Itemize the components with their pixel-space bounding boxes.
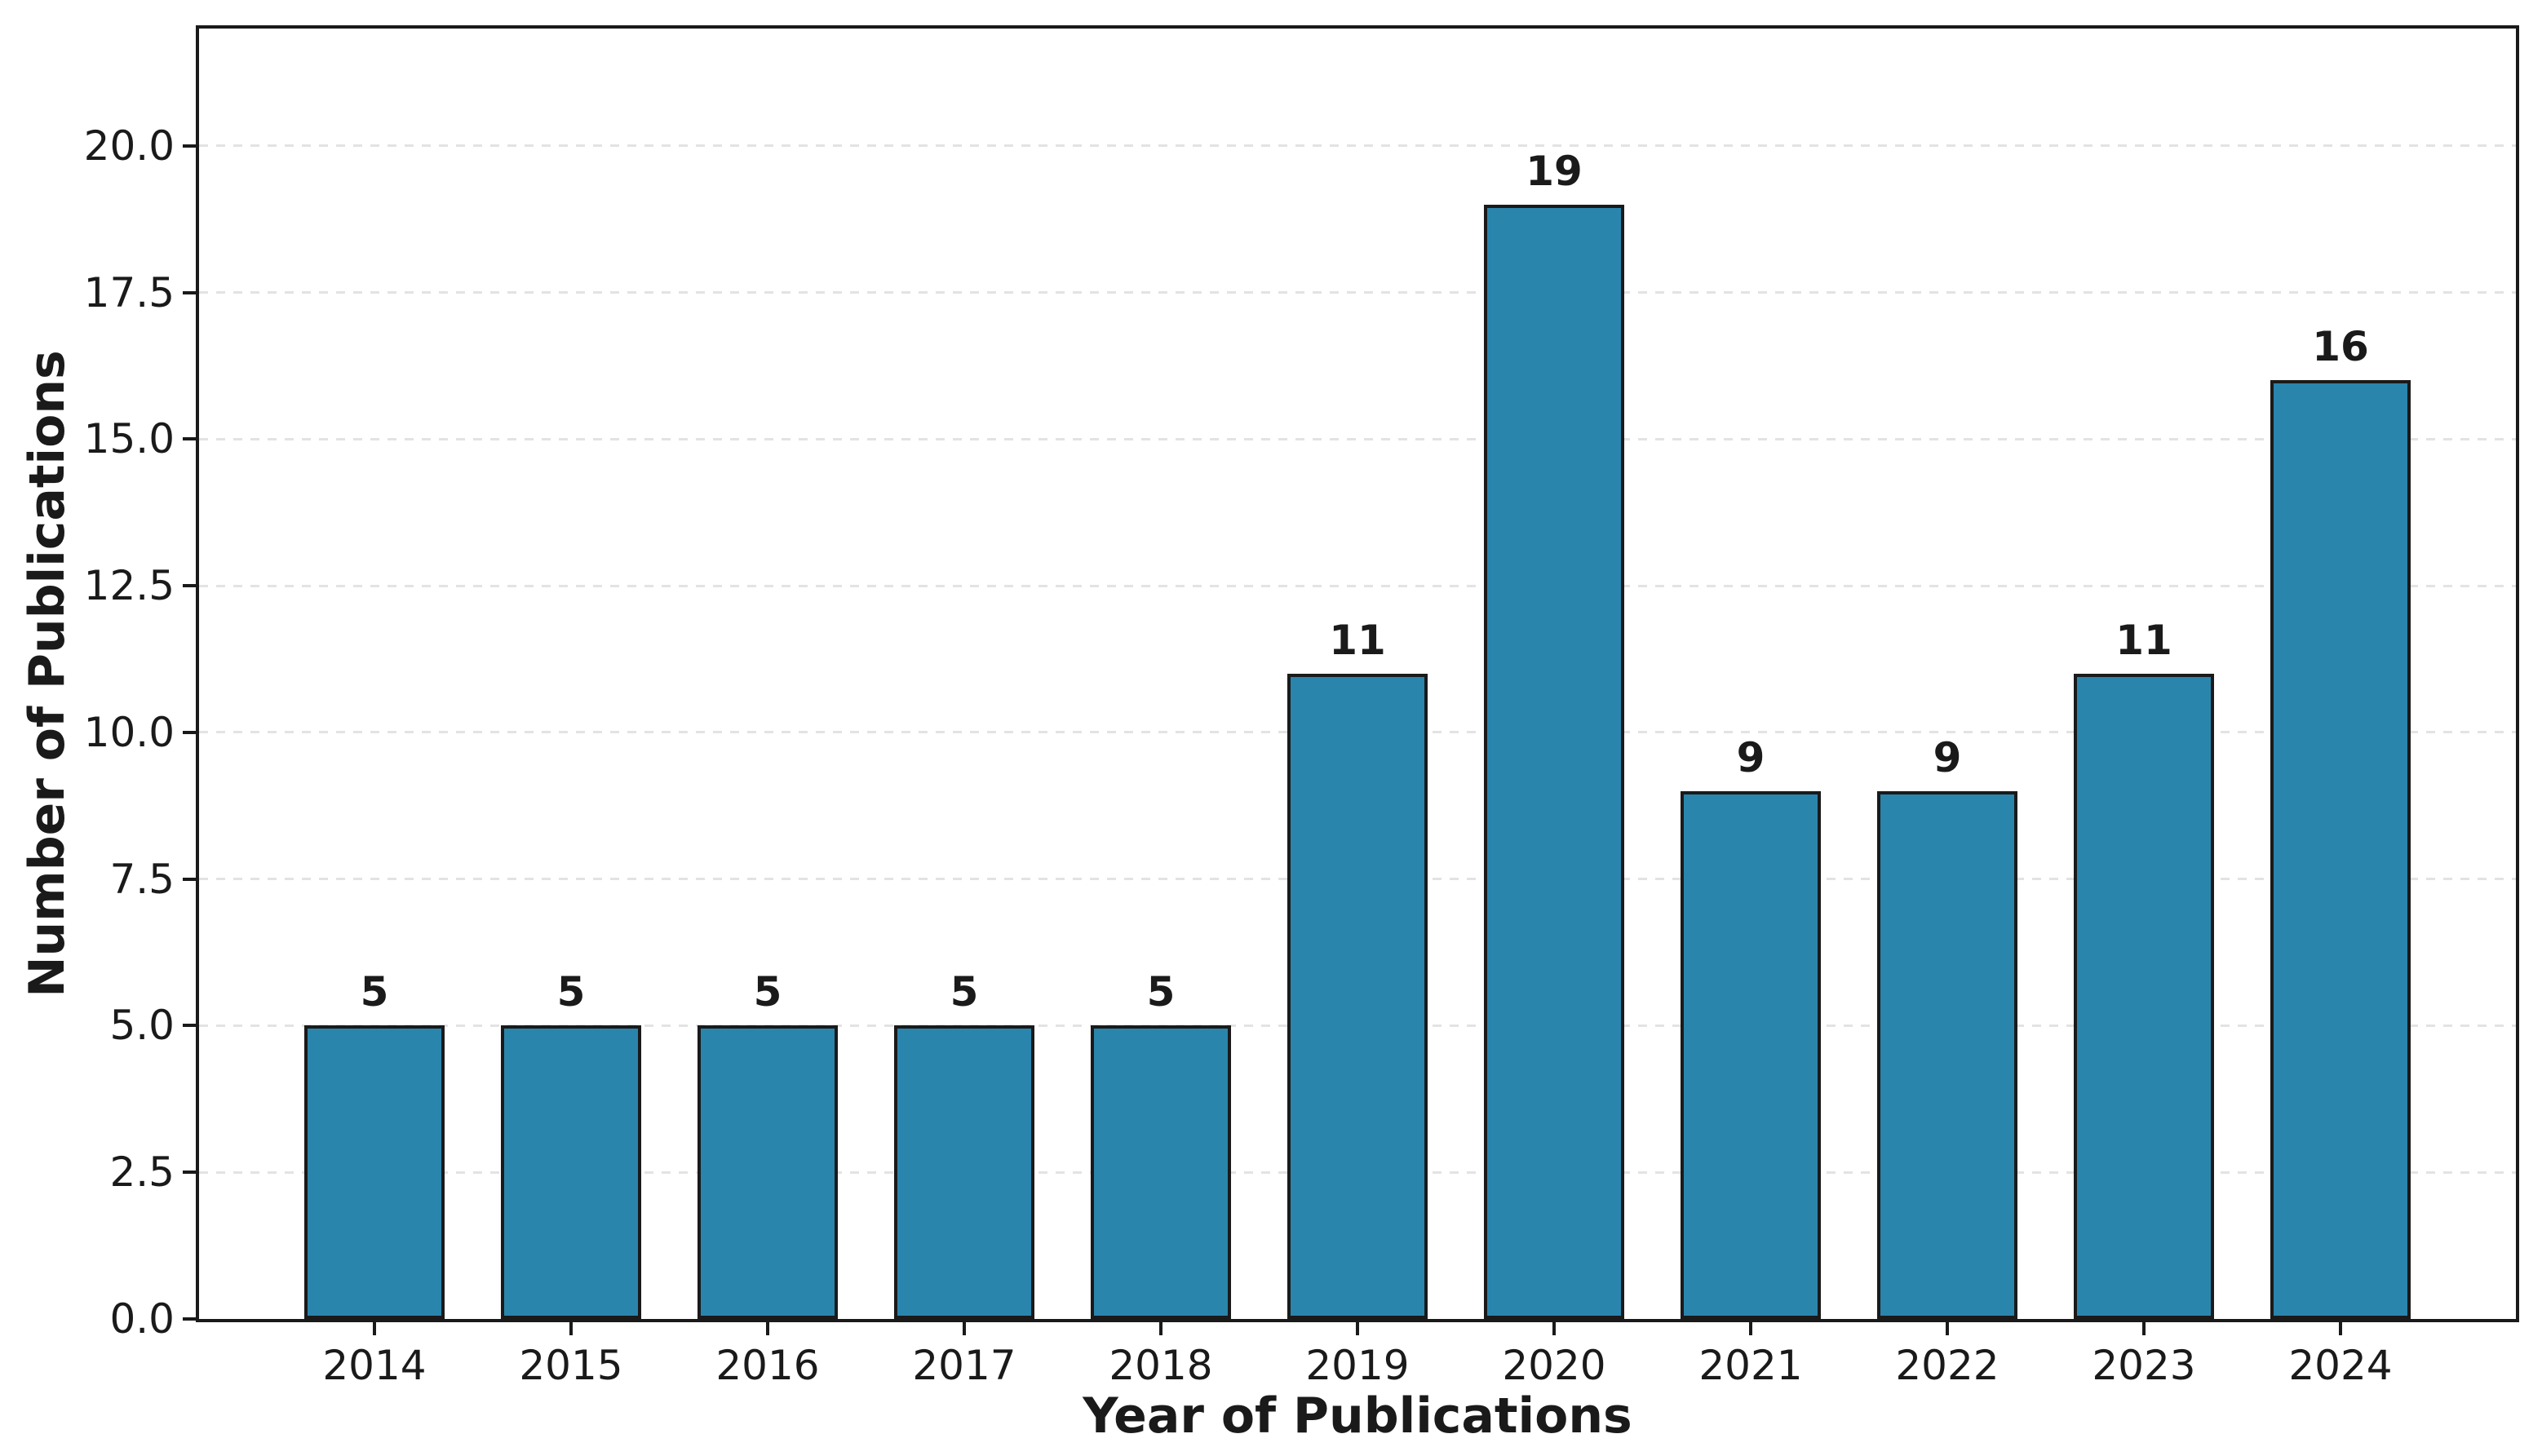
y-tick-mark [183,877,196,881]
bar-2024 [2270,380,2411,1319]
bar-value-label: 5 [360,968,389,1016]
y-tick-mark [183,584,196,588]
bar-value-label: 16 [2312,323,2369,371]
x-axis-label: Year of Publications [1083,1387,1632,1445]
bar-2022 [1877,790,2017,1319]
bar-value-label: 5 [950,968,979,1016]
y-tick-mark [183,730,196,734]
y-tick-mark [183,1024,196,1028]
x-tick-mark [2142,1322,2146,1335]
x-tick-mark [1356,1322,1359,1335]
y-tick-label: 2.5 [109,1148,175,1197]
y-tick-mark [183,290,196,294]
y-tick-label: 5.0 [109,1002,175,1050]
bar-value-label: 19 [1526,147,1583,195]
gridline [199,584,2516,587]
x-tick-label-2015: 2015 [519,1342,623,1389]
bar-2018 [1091,1025,1231,1319]
bar-2020 [1484,204,1624,1319]
x-tick-mark [1159,1322,1162,1335]
bar-value-label: 5 [556,968,586,1016]
x-tick-label-2024: 2024 [2288,1342,2393,1389]
x-tick-label-2018: 2018 [1109,1342,1213,1389]
x-tick-label-2020: 2020 [1502,1342,1606,1389]
bar-value-label: 9 [1933,733,1962,781]
x-tick-mark [1946,1322,1949,1335]
y-tick-label: 7.5 [109,855,175,903]
bar-2019 [1287,674,1428,1319]
bar-2017 [894,1025,1034,1319]
x-tick-label-2019: 2019 [1305,1342,1410,1389]
plot-area: 5 5 5 5 5 11 19 9 9 11 16 [196,25,2519,1322]
y-tick-mark [183,1317,196,1321]
gridline [199,144,2516,148]
gridline [199,437,2516,440]
x-tick-label-2014: 2014 [322,1342,427,1389]
x-tick-mark [766,1322,769,1335]
x-tick-mark [1552,1322,1556,1335]
bar-2015 [501,1025,641,1319]
y-tick-label: 17.5 [83,268,175,316]
bar-value-label: 11 [1329,617,1386,664]
x-tick-mark [2339,1322,2342,1335]
y-tick-label: 0.0 [109,1295,175,1343]
bar-2023 [2074,674,2214,1319]
y-tick-label: 12.5 [83,562,175,610]
x-tick-label-2022: 2022 [1895,1342,2000,1389]
x-tick-label-2016: 2016 [715,1342,820,1389]
y-tick-mark [183,1171,196,1175]
bar-2016 [698,1025,838,1319]
y-tick-label: 10.0 [83,708,175,756]
x-tick-label-2023: 2023 [2092,1342,2196,1389]
y-tick-label: 20.0 [83,122,175,170]
x-tick-mark [373,1322,376,1335]
gridline [199,291,2516,294]
x-tick-label-2021: 2021 [1698,1342,1803,1389]
x-tick-mark [963,1322,966,1335]
bar-2014 [304,1025,445,1319]
bar-value-label: 11 [2115,617,2172,664]
x-tick-label-2017: 2017 [912,1342,1016,1389]
y-tick-label: 15.0 [83,415,175,463]
x-tick-mark [1749,1322,1752,1335]
bar-value-label: 5 [753,968,782,1016]
bar-value-label: 9 [1736,733,1765,781]
bar-value-label: 5 [1146,968,1176,1016]
y-tick-mark [183,144,196,148]
bar-2021 [1681,790,1821,1319]
x-tick-mark [569,1322,573,1335]
y-tick-mark [183,437,196,441]
